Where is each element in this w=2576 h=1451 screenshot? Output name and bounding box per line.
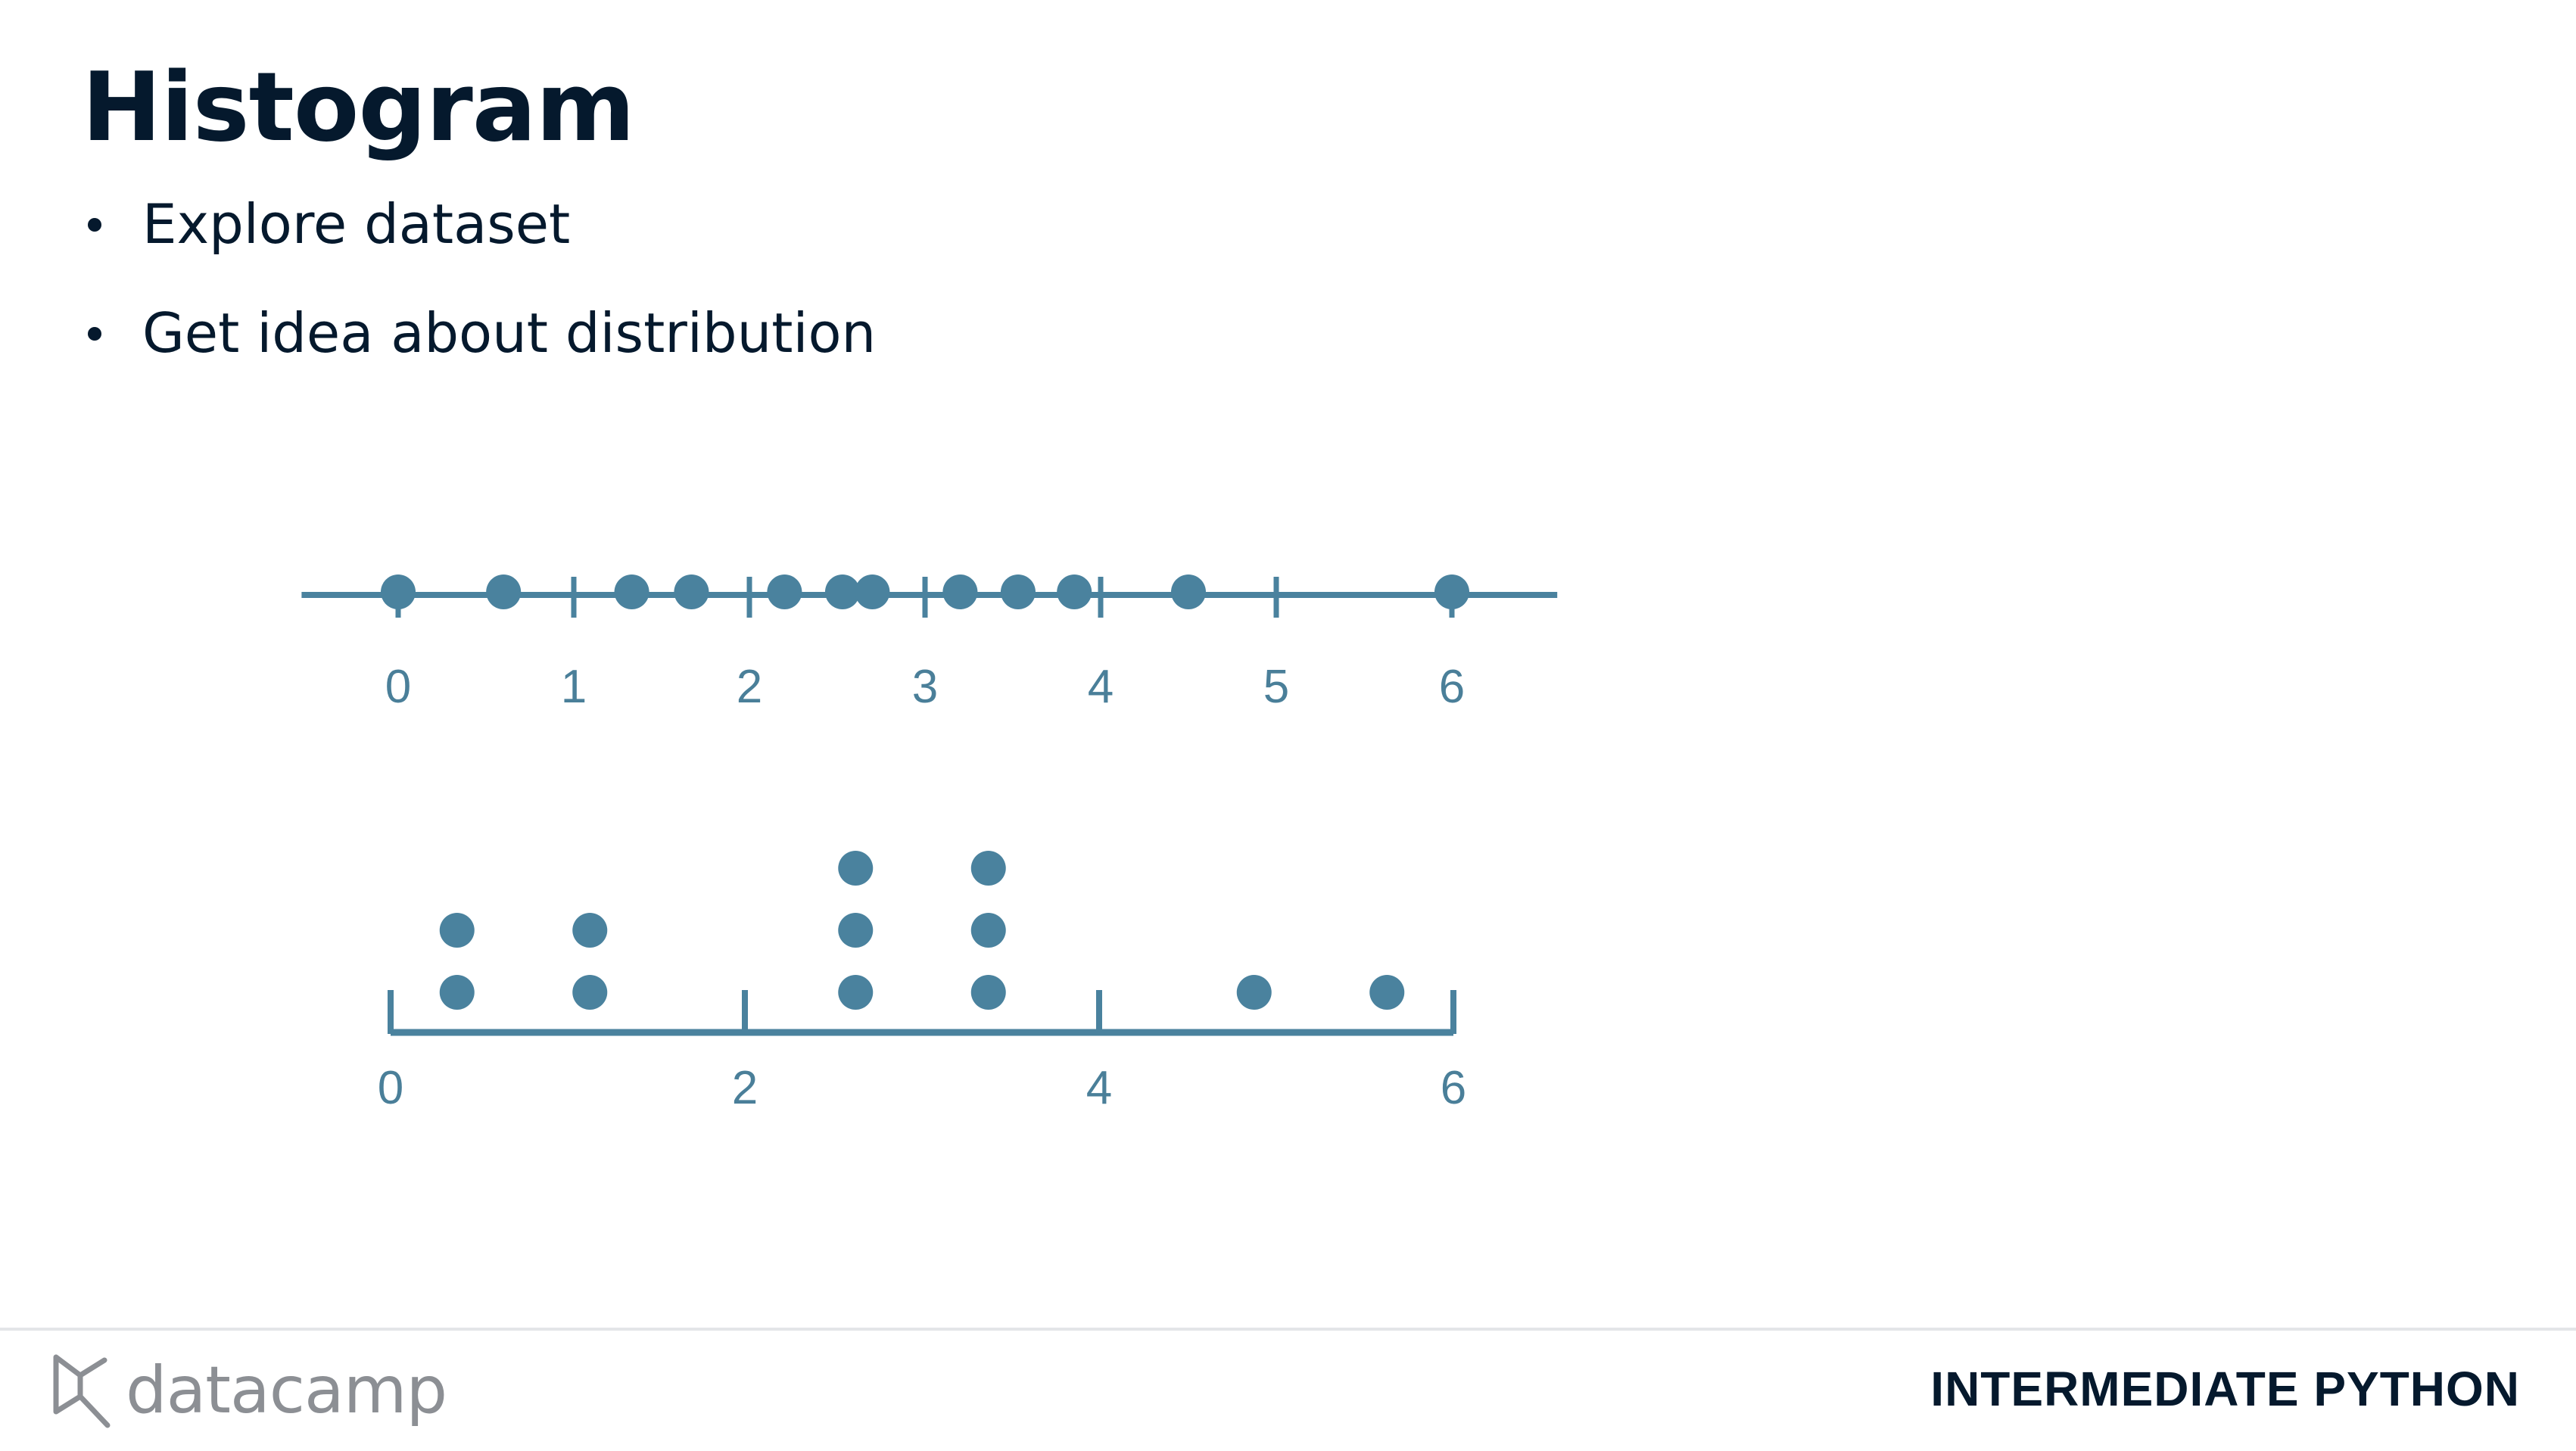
strip-data-point <box>614 574 649 609</box>
strip-data-point <box>1434 574 1469 609</box>
hist-dot <box>572 913 608 948</box>
hist-dot <box>838 851 874 886</box>
strip-tick-label: 6 <box>1439 661 1465 713</box>
strip-data-point <box>942 574 978 609</box>
hist-dot <box>439 913 475 948</box>
bullet-text: Explore dataset <box>142 192 571 256</box>
hist-dot <box>572 975 608 1010</box>
strip-data-point <box>824 574 860 609</box>
hist-tick-label: 0 <box>378 1062 403 1114</box>
bullet-dot-icon <box>88 327 101 341</box>
course-title: INTERMEDIATE PYTHON <box>1930 1362 2520 1416</box>
strip-data-point <box>674 574 709 609</box>
strip-tick-label: 3 <box>912 661 938 713</box>
hist-dot <box>838 913 874 948</box>
datacamp-logo-icon <box>53 1354 111 1428</box>
dot-histogram: 0 2 4 6 <box>378 851 1466 1114</box>
strip-data-point <box>1171 574 1206 609</box>
strip-tick-label: 0 <box>385 661 411 713</box>
hist-dot <box>970 975 1006 1010</box>
strip-data-point <box>1000 574 1036 609</box>
strip-data-point <box>486 574 522 609</box>
hist-tick-label: 2 <box>732 1062 758 1114</box>
hist-dot <box>970 851 1006 886</box>
bullet-item: Explore dataset <box>82 197 876 251</box>
bullet-text: Get idea about distribution <box>142 301 877 365</box>
hist-tick-label: 6 <box>1441 1062 1466 1114</box>
strip-plot: 0 1 2 3 4 5 6 <box>301 574 1558 713</box>
datacamp-logo: datacamp <box>51 1349 447 1432</box>
slide-title: Histogram <box>82 51 635 163</box>
strip-tick-label: 2 <box>737 661 762 713</box>
hist-dot <box>439 975 475 1010</box>
bullet-item: Get idea about distribution <box>82 306 876 360</box>
strip-tick-label: 4 <box>1088 661 1114 713</box>
bullet-dot-icon <box>88 218 101 232</box>
strip-data-point <box>855 574 890 609</box>
hist-dot <box>970 913 1006 948</box>
bullet-list: Explore dataset Get idea about distribut… <box>82 197 876 415</box>
strip-data-point <box>767 574 802 609</box>
hist-dot <box>1369 975 1405 1010</box>
strip-data-point <box>1057 574 1092 609</box>
strip-tick-label: 5 <box>1263 661 1289 713</box>
hist-tick-label: 4 <box>1086 1062 1112 1114</box>
hist-dot <box>1236 975 1272 1010</box>
hist-dot <box>838 975 874 1010</box>
strip-tick-label: 1 <box>561 661 587 713</box>
brand-name: datacamp <box>126 1353 447 1428</box>
histogram-illustration: 0 1 2 3 4 5 6 0 2 4 6 <box>301 574 1558 1114</box>
strip-data-point <box>381 574 416 609</box>
footer-divider <box>0 1328 2576 1331</box>
